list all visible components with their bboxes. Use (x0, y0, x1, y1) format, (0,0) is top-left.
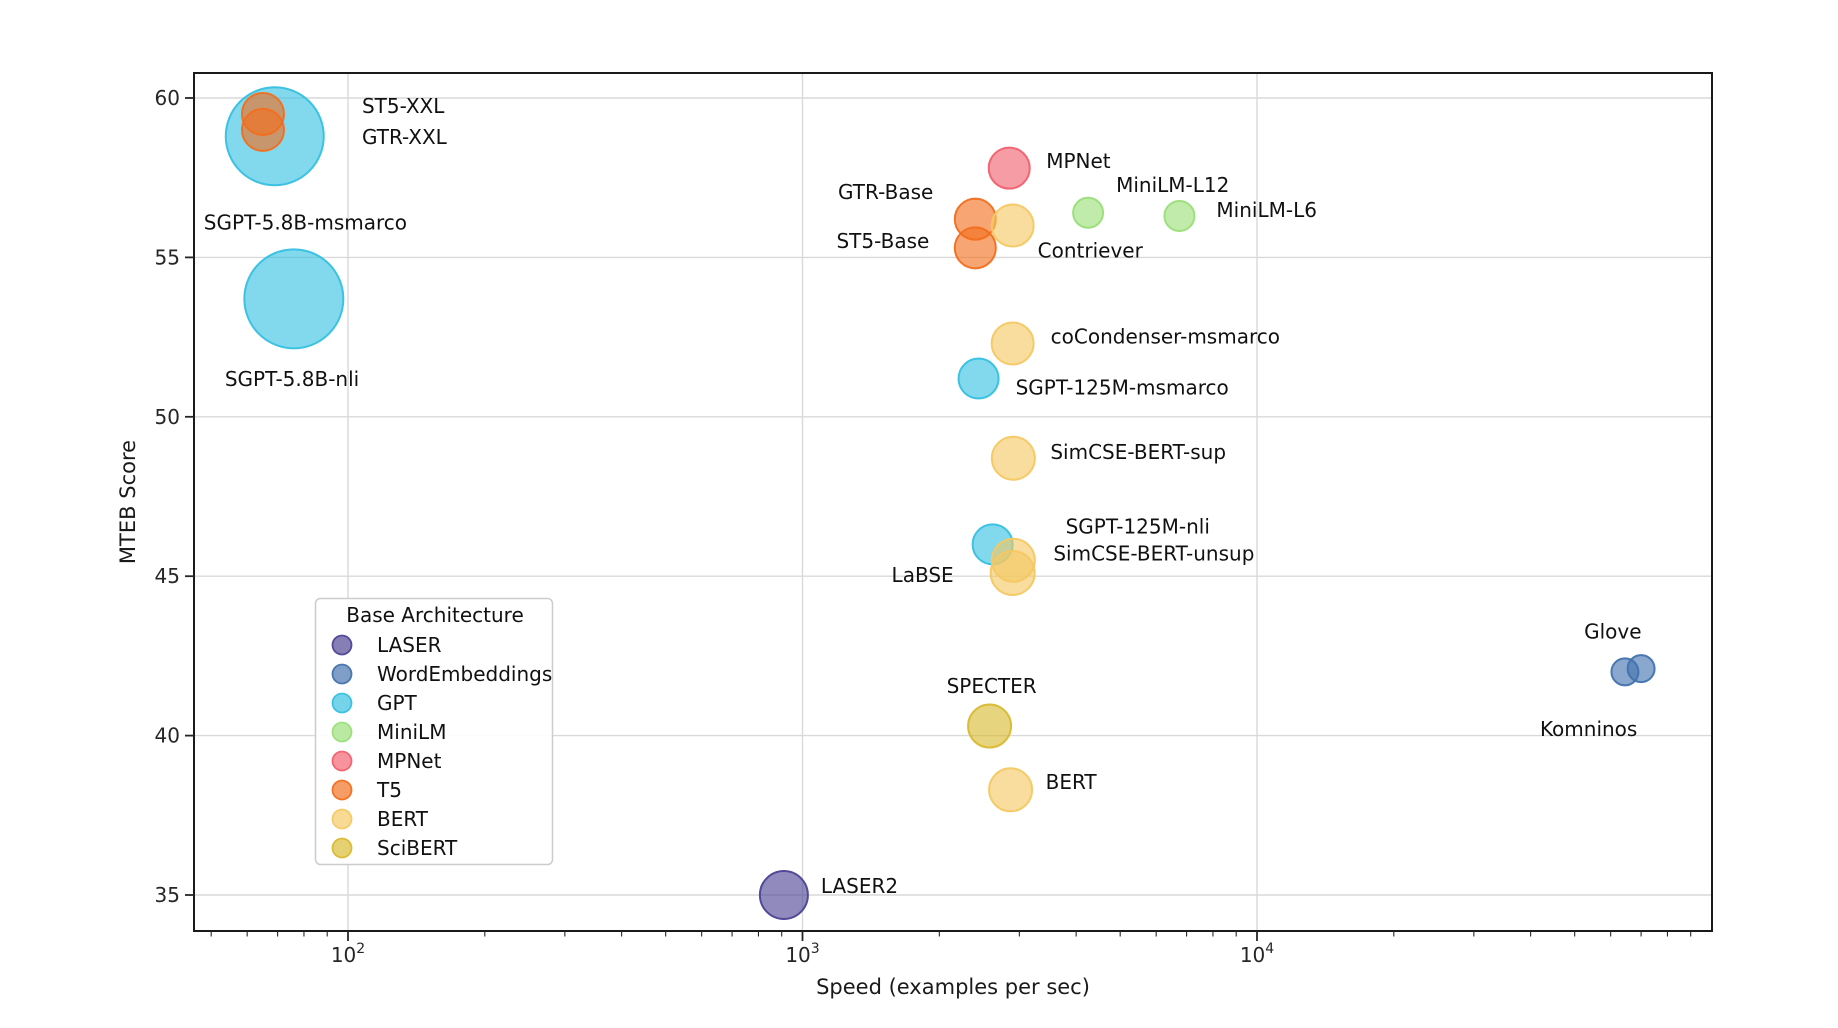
scatter-bubble (243, 248, 345, 350)
bubbles (224, 86, 1656, 920)
legend-label: BERT (377, 807, 429, 831)
legend-title: Base Architecture (346, 603, 524, 627)
legend-label: GPT (377, 691, 418, 715)
scatter-bubble (967, 703, 1013, 749)
bubble-label: MPNet (1046, 149, 1111, 173)
legend-box (314, 597, 554, 866)
legend-marker (331, 808, 353, 830)
legend-label: MPNet (377, 749, 442, 773)
bubble-label: SGPT-5.8B-nli (225, 367, 359, 391)
scatter-bubble (990, 435, 1036, 481)
bubble-label: LASER2 (821, 874, 898, 898)
bubble-label: GTR-Base (838, 180, 933, 204)
plot-border (193, 72, 1713, 932)
bubble-label: Glove (1584, 620, 1641, 644)
scatter-bubble (987, 146, 1031, 190)
y-tick-label: 45 (155, 564, 180, 588)
legend-marker (331, 837, 353, 859)
bubble-label: BERT (1046, 770, 1098, 794)
bubble-label: SimCSE-BERT-sup (1050, 440, 1226, 464)
scatter-bubble (988, 767, 1034, 813)
legend-label: WordEmbeddings (377, 662, 552, 686)
legend-label: LASER (377, 633, 442, 657)
bubble-label: Komninos (1540, 717, 1637, 741)
bubble-label: MiniLM-L12 (1116, 173, 1229, 197)
bubble-label: LaBSE (892, 563, 954, 587)
legend-marker (331, 634, 353, 656)
y-tick-label: 40 (155, 724, 180, 748)
legend-marker (331, 721, 353, 743)
scatter-bubble (758, 870, 809, 920)
x-tick-label: 102 (331, 941, 365, 967)
y-tick-label: 35 (155, 883, 180, 907)
legend-label: MiniLM (377, 720, 446, 744)
legend-marker (331, 750, 353, 772)
bubble-label: SPECTER (947, 674, 1037, 698)
legend-marker (331, 779, 353, 801)
bubble-label: ST5-Base (836, 229, 929, 253)
legend: Base Architecture LASER WordEmbeddings GPT M… (314, 597, 554, 866)
bubble-label: ST5-XXL (362, 94, 445, 118)
scatter-bubble (957, 357, 1000, 400)
scatter-bubble (1163, 199, 1196, 232)
scatter-bubble (240, 107, 285, 152)
scatter-bubble (990, 203, 1035, 248)
scatter-bubble (1072, 196, 1105, 229)
bubble-label: SimCSE-BERT-unsup (1053, 541, 1254, 565)
legend-marker (331, 692, 353, 714)
scatter-bubble (953, 226, 997, 270)
legend-label: SciBERT (377, 836, 458, 860)
bubble-label: Contriever (1038, 239, 1144, 263)
legend-label: T5 (376, 778, 402, 802)
scatter-bubble (990, 321, 1035, 366)
x-axis-title: Speed (examples per sec) (816, 975, 1090, 999)
axis-ticks: 35 40 45 50 55 60 102 103 104 (155, 86, 1692, 967)
y-tick-label: 60 (155, 86, 180, 110)
bubble-label: SGPT-125M-nli (1066, 514, 1210, 538)
x-tick-label: 104 (1240, 941, 1274, 967)
x-tick-label: 103 (785, 941, 819, 967)
bubble-label: GTR-XXL (362, 125, 448, 149)
bubble-label: SGPT-125M-msmarco (1016, 376, 1229, 400)
bubble-label: coCondenser-msmarco (1051, 324, 1280, 348)
bubble-label: MiniLM-L6 (1216, 198, 1317, 222)
bubble-label: SGPT-5.8B-msmarco (204, 210, 407, 234)
y-tick-label: 55 (155, 245, 180, 269)
scatter-bubble (989, 550, 1036, 597)
scatter-bubble (1610, 657, 1640, 687)
point-labels: ST5-XXL GTR-XXL SGPT-5.8B-msmarco SGPT-5.8B… (204, 94, 1642, 898)
y-tick-label: 50 (155, 405, 180, 429)
legend-marker (331, 663, 353, 685)
y-axis-title: MTEB Score (116, 440, 140, 564)
